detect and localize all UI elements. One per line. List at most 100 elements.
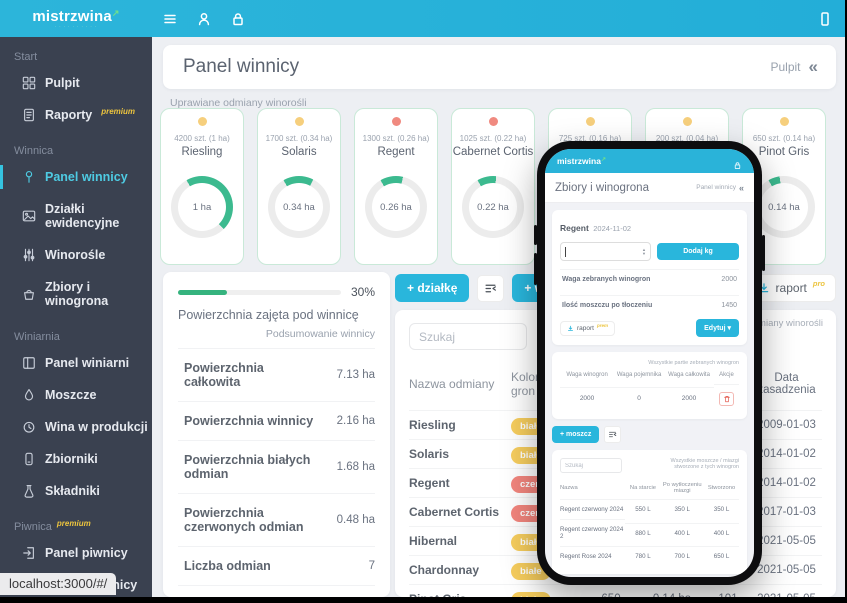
variety-count: 200 szt. (0.04 ha)	[655, 134, 719, 143]
summary-row: Łącznie krzewów9800	[178, 585, 375, 597]
columns-toggle-icon[interactable]	[604, 426, 622, 443]
section-label: Start	[14, 51, 38, 63]
clock-icon	[22, 420, 36, 434]
batch-date: 2024-11-02	[593, 224, 632, 233]
lock-icon[interactable]	[230, 11, 246, 27]
sidebar-item-wina-w-produkcji[interactable]: Wina w produkcji	[0, 411, 152, 443]
search-input[interactable]	[409, 323, 527, 350]
sidebar-item-panel-winnicy[interactable]: Panel winnicy	[0, 161, 152, 193]
delete-button[interactable]	[719, 392, 734, 406]
door-icon	[22, 546, 36, 560]
color-badge: białe	[511, 591, 551, 597]
weight-input[interactable]: ▲ ▼	[560, 242, 651, 261]
grape-parties-card: Wszystkie partie zebranych winogron Waga…	[552, 352, 747, 419]
logo-arrow-icon: ↗	[111, 8, 120, 18]
sidebar-item-label: Raporty	[45, 108, 93, 122]
variety-card[interactable]: 1025 szt. (0.22 ha) Cabernet Cortis 0.22…	[451, 108, 535, 265]
status-dot	[391, 117, 401, 126]
summary-subtitle: Podsumowanie winnicy	[265, 328, 375, 340]
variety-count: 1025 szt. (0.22 ha)	[459, 134, 527, 143]
variety-count: 650 szt. (0.14 ha)	[752, 134, 816, 143]
sidebar-item-zbiorniki[interactable]: Zbiorniki	[0, 443, 152, 475]
report-icon	[22, 108, 36, 122]
grid-icon	[22, 76, 36, 90]
vineyard-summary-card: 30% Powierzchnia zajęta pod winnicę Pods…	[163, 272, 390, 597]
area-donut-chart: 0.26 ha	[365, 176, 427, 238]
phone-side-button	[534, 225, 537, 245]
table-row[interactable]: Pinot Grisbiałe 6500.14 ha1012021-05-05	[409, 584, 822, 597]
phone-side-button	[762, 235, 765, 271]
area-progress-bar	[178, 289, 341, 295]
status-dot	[682, 117, 692, 126]
sidebar-item-label: Działki ewidencyjne	[45, 202, 120, 230]
variety-name: Pinot Gris	[758, 146, 810, 158]
phone-search-input[interactable]	[560, 458, 622, 473]
logo-tagline: · · · · · · · · · ·	[54, 24, 98, 29]
status-dot	[779, 117, 789, 126]
status-dot	[585, 117, 595, 126]
area-donut-chart: 0.34 ha	[268, 176, 330, 238]
phone-mockup: mistrzwina↗ Zbiory i winogrona Panel win…	[534, 141, 765, 585]
add-plot-button[interactable]: + działkę	[395, 274, 470, 302]
columns-toggle-icon[interactable]	[477, 274, 505, 302]
sidebar-item-winorosle[interactable]: Winorośle	[0, 239, 152, 271]
sidebar-item-label: Moszcze	[45, 388, 97, 402]
device-icon[interactable]	[817, 11, 833, 27]
sidebar-item-dzialki[interactable]: Działki ewidencyjne	[0, 193, 152, 239]
sidebar-item-zbiory[interactable]: Zbiory i winogrona	[0, 271, 152, 317]
pin-icon	[22, 170, 36, 184]
phone-side-button	[534, 253, 537, 285]
stepper-icon[interactable]: ▲ ▼	[642, 246, 646, 256]
add-kg-button[interactable]: Dodaj kg	[657, 243, 739, 260]
variety-card[interactable]: 1300 szt. (0.26 ha) Regent 0.26 ha	[354, 108, 438, 265]
pro-badge: pro	[812, 278, 825, 288]
variety-card[interactable]: 1700 szt. (0.34 ha) Solaris 0.34 ha	[257, 108, 341, 265]
collapse-icon[interactable]: «	[738, 182, 744, 193]
sidebar-item-label: Panel piwnicy	[45, 546, 128, 560]
moszcze-table-card: Wszystkie moszcze / miazgi stworzone z t…	[552, 450, 747, 574]
tank-icon	[22, 452, 36, 466]
variety-count: 1300 szt. (0.26 ha)	[362, 134, 430, 143]
moszcze-caption: Wszystkie moszcze / miazgi stworzone z t…	[670, 458, 739, 470]
variety-name: Cabernet Cortis	[452, 146, 534, 158]
sidebar-item-skladniki[interactable]: Składniki	[0, 475, 152, 507]
sidebar-item-label: Panel winiarni	[45, 356, 130, 370]
edit-button[interactable]: Edytuj ▾	[696, 319, 739, 337]
harvest-batch-card: Regent 2024-11-02 ▲ ▼ Dodaj kg Waga zebra…	[552, 210, 747, 345]
logo[interactable]: mistrzwina↗ · · · · · · · · · ·	[0, 8, 152, 29]
sidebar-item-panel-piwnicy[interactable]: Panel piwnicy	[0, 537, 152, 569]
premium-badge: premium	[101, 106, 136, 116]
section-label: Winnica	[14, 145, 54, 157]
variety-card[interactable]: 4200 szt. (1 ha) Riesling 1 ha	[160, 108, 244, 265]
summary-row: Powierzchnia białych odmian 1.68 ha	[178, 440, 375, 493]
phone-top-bar: mistrzwina↗	[545, 149, 754, 173]
summary-title: Powierzchnia zajęta pod winnicę	[178, 308, 359, 322]
phone-logo: mistrzwina↗	[557, 156, 606, 166]
sidebar-item-pulpit[interactable]: Pulpit	[0, 67, 152, 99]
section-label: Winiarnia	[14, 331, 60, 343]
sidebar-item-label: Zbiory i winogrona	[45, 280, 109, 308]
status-dot	[294, 117, 304, 126]
user-icon[interactable]	[196, 11, 212, 27]
sidebar-item-raporty[interactable]: Raporty premium	[0, 99, 152, 131]
menu-toggle-icon[interactable]	[162, 11, 178, 27]
table-row[interactable]: Chardonnay białe 2021-05-05	[409, 555, 822, 584]
area-donut-chart: 0.22 ha	[462, 176, 524, 238]
phone-breadcrumb[interactable]: Panel winnicy	[696, 184, 736, 191]
add-moszcz-button[interactable]: + moszcz	[552, 426, 600, 443]
premium-badge: prem	[596, 322, 608, 328]
collapse-icon[interactable]: «	[808, 57, 819, 76]
summary-row: Powierzchnia winnicy 2.16 ha	[178, 401, 375, 440]
sidebar-item-panel-winiarni[interactable]: Panel winiarni	[0, 347, 152, 379]
status-dot	[488, 117, 498, 126]
sidebar-item-moszcze[interactable]: Moszcze	[0, 379, 152, 411]
phone-report-button[interactable]: raport prem	[560, 320, 615, 336]
breadcrumb[interactable]: Pulpit	[770, 60, 801, 74]
progress-label: 30%	[350, 285, 375, 299]
kv-row: Waga zebranych winogron 2000	[560, 269, 739, 289]
sliders-icon	[22, 248, 36, 262]
kv-row: Ilość moszczu po tłoczeniu 1450	[560, 295, 739, 315]
phone-toolbar: + moszcz	[552, 426, 747, 443]
sidebar-item-label: Wina w produkcji	[45, 420, 148, 434]
lock-icon[interactable]	[733, 157, 742, 169]
